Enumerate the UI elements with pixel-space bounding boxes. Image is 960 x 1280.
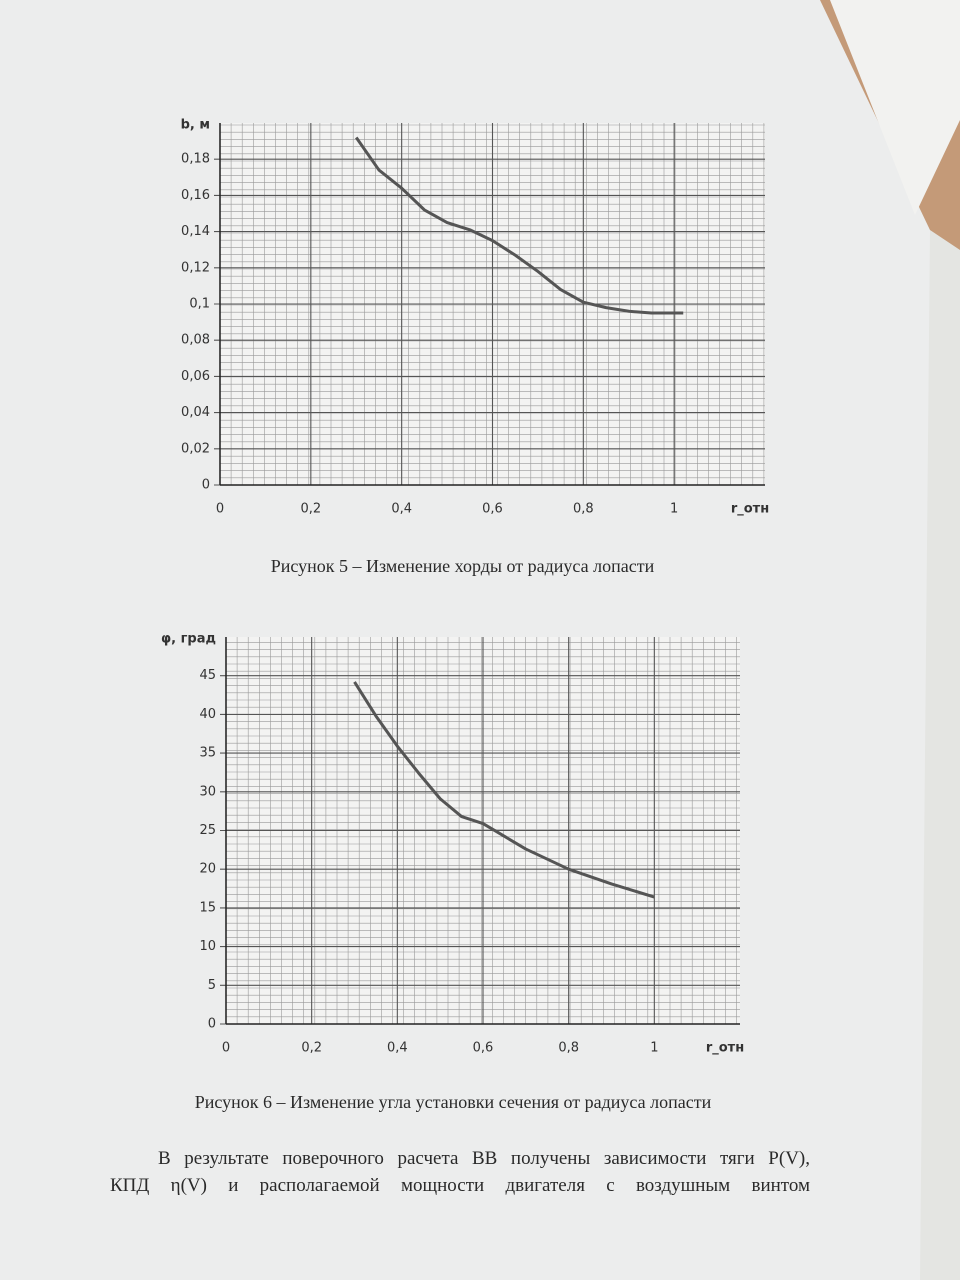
y-tick-label: 0,08 [181, 333, 210, 348]
x-tick-label: 0,4 [387, 1041, 408, 1056]
line [353, 681, 655, 899]
y-tick-label: 35 [199, 746, 216, 761]
x-axis-label: r_отн [731, 502, 769, 517]
y-tick-label: 40 [199, 707, 216, 722]
y-tick-label: 5 [208, 978, 216, 993]
y-tick-label: 25 [199, 823, 216, 838]
x-tick-label: 1 [650, 1041, 658, 1056]
y-tick-label: 0,16 [181, 188, 210, 203]
x-tick-label: 0,8 [558, 1041, 579, 1056]
line [355, 136, 684, 315]
y-tick-label: 0,18 [181, 152, 210, 167]
y-tick-label: 0,02 [181, 441, 210, 456]
x-tick-label: 0,6 [473, 1041, 494, 1056]
y-tick-label: 0,06 [181, 369, 210, 384]
y-tick-label: 10 [199, 939, 216, 954]
y-axis-label: b, м [181, 118, 210, 133]
paragraph-line: КПД η(V) и располагаемой мощности двигат… [110, 1175, 810, 1196]
x-tick-label: 0,8 [573, 502, 594, 517]
x-tick-label: 0,4 [391, 502, 412, 517]
y-tick-label: 0,04 [181, 405, 210, 420]
x-tick-label: 0 [222, 1041, 230, 1056]
x-tick-label: 0,2 [300, 502, 321, 517]
x-tick-label: 0 [216, 502, 224, 517]
caption: Рисунок 6 – Изменение угла установки сеч… [195, 1092, 712, 1112]
y-tick-label: 0 [208, 1017, 216, 1032]
y-tick-label: 45 [199, 668, 216, 683]
y-tick-label: 20 [199, 862, 216, 877]
x-tick-label: 0,6 [482, 502, 503, 517]
y-axis-label: φ, град [161, 632, 216, 647]
x-axis-label: r_отн [706, 1041, 744, 1056]
x-tick-label: 1 [670, 502, 678, 517]
y-tick-label: 0,12 [181, 260, 210, 275]
y-tick-label: 0,1 [189, 297, 210, 312]
paragraph-line: В результате поверочного расчета ВВ полу… [158, 1148, 810, 1169]
y-tick-label: 30 [199, 784, 216, 799]
y-tick-label: 15 [199, 900, 216, 915]
y-tick-label: 0,14 [181, 224, 210, 239]
caption: Рисунок 5 – Изменение хорды от радиуса л… [271, 556, 655, 576]
x-tick-label: 0,2 [301, 1041, 322, 1056]
other-paper [830, 0, 960, 215]
y-tick-label: 0 [202, 478, 210, 493]
